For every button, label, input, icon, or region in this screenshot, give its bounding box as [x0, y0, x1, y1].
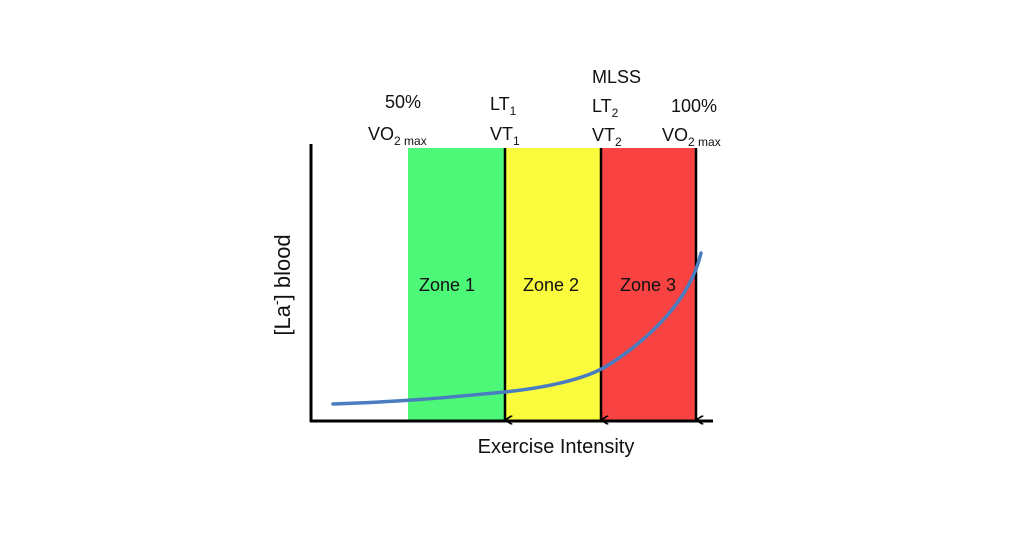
- zone-1-label: Zone 1: [419, 275, 475, 295]
- zone-2-label: Zone 2: [523, 275, 579, 295]
- vo2-100-sub: 2 max: [688, 135, 721, 149]
- lt1-label: LT1: [490, 94, 517, 118]
- vt1-base: VT: [490, 124, 513, 144]
- y-axis-label-suffix: ] blood: [270, 234, 295, 300]
- vo2-50-base: VO: [368, 124, 394, 144]
- vo2-50-percent: 50%: [385, 92, 421, 112]
- vo2-100-base: VO: [662, 125, 688, 145]
- lt2-label: LT2: [592, 96, 619, 120]
- zone-3-label: Zone 3: [620, 275, 676, 295]
- lt1-sub: 1: [510, 104, 517, 118]
- vo2-50-sub: 2 max: [394, 134, 427, 148]
- lt2-sub: 2: [612, 106, 619, 120]
- lactate-curve: [331, 251, 703, 406]
- x-axis-label: Exercise Intensity: [478, 436, 635, 458]
- vo2-50-label: VO2 max: [368, 124, 427, 148]
- zone-3-band: [600, 148, 696, 420]
- vo2-100-label: VO2 max: [662, 125, 721, 149]
- mlss-label: MLSS: [592, 67, 641, 87]
- zone-1-band: [408, 148, 504, 420]
- vt2-label: VT2: [592, 125, 622, 149]
- vt1-label: VT1: [490, 124, 520, 148]
- vo2-100-percent: 100%: [671, 96, 717, 116]
- lt2-base: LT: [592, 96, 612, 116]
- vt2-base: VT: [592, 125, 615, 145]
- y-axis-label: [La-] blood: [268, 234, 295, 335]
- y-axis-label-superscript: -: [268, 300, 284, 305]
- vt1-sub: 1: [513, 134, 520, 148]
- vt2-sub: 2: [615, 135, 622, 149]
- lt1-base: LT: [490, 94, 510, 114]
- y-axis-label-prefix: [La: [270, 304, 295, 335]
